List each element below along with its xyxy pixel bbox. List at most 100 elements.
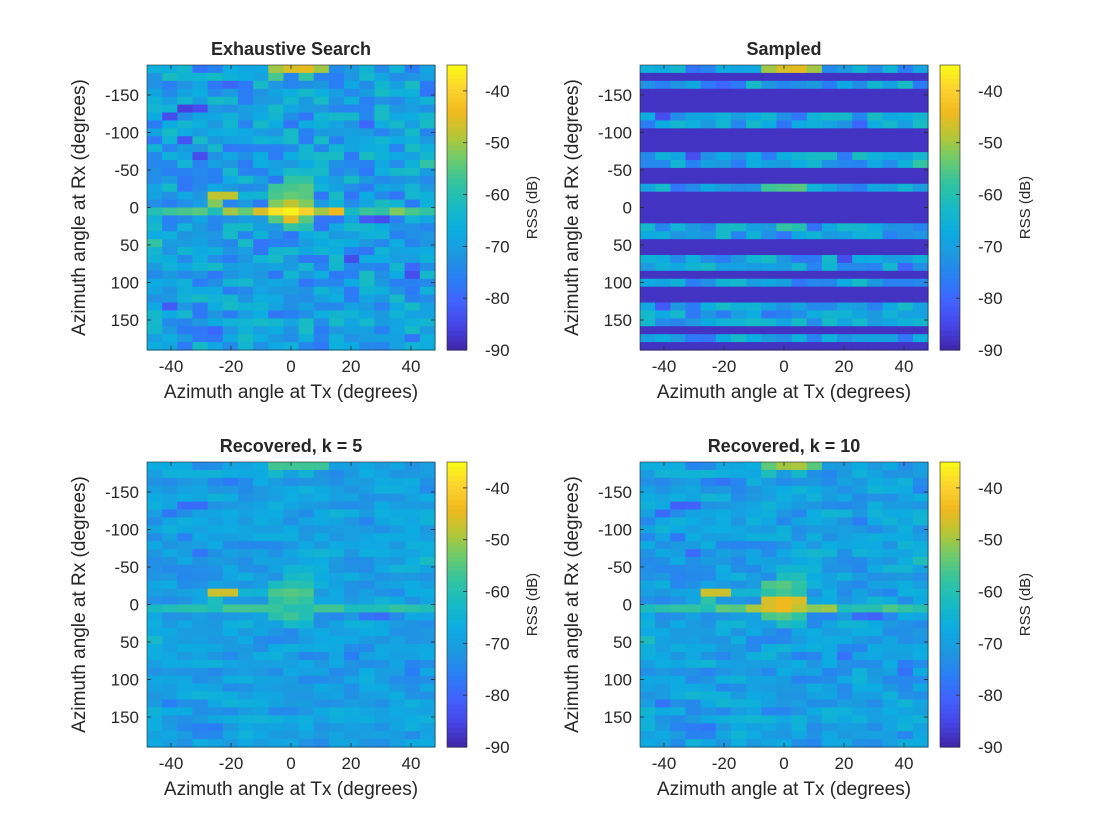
heatmap-cell [328, 675, 345, 685]
heatmap-cell [374, 644, 391, 653]
heatmap-cell [655, 612, 671, 621]
heatmap-cell [867, 683, 884, 693]
x-tick-label: 0 [779, 754, 788, 773]
heatmap-cell [268, 652, 285, 661]
heatmap-cell [359, 72, 375, 82]
heatmap-cell [791, 485, 808, 495]
heatmap-cell [746, 207, 762, 217]
heatmap-cell [207, 533, 224, 542]
heatmap-cell [389, 294, 406, 304]
heatmap-cell [730, 485, 747, 495]
heatmap-cell [374, 659, 391, 669]
heatmap-cell [192, 604, 209, 614]
colorbar-swatch [447, 169, 467, 175]
heatmap-cell [328, 469, 345, 479]
heatmap-cell [237, 262, 254, 272]
heatmap-cell [359, 318, 375, 327]
colorbar-swatch [447, 117, 467, 123]
heatmap-cell [207, 652, 224, 661]
heatmap-cell [867, 675, 884, 685]
heatmap-cell [313, 326, 330, 335]
heatmap-cell [419, 612, 436, 621]
heatmap-cell [313, 596, 330, 606]
heatmap-cell [253, 485, 269, 495]
heatmap-cell [897, 493, 914, 503]
heatmap-cell [177, 215, 194, 224]
heatmap-cell [344, 549, 360, 558]
heatmap-cell [253, 128, 269, 137]
heatmap-cell [852, 128, 868, 137]
heatmap-cell [897, 160, 914, 169]
heatmap-cell [882, 270, 899, 280]
heatmap-cell [344, 207, 360, 217]
heatmap-cell [761, 326, 778, 335]
heatmap-cell [268, 659, 285, 669]
heatmap-cell [237, 549, 254, 558]
heatmap-cell [761, 691, 778, 701]
heatmap-cell [207, 572, 224, 582]
heatmap-cell [404, 723, 421, 732]
heatmap-cell [268, 675, 285, 685]
heatmap-cell [253, 636, 269, 645]
heatmap-cell [806, 152, 823, 161]
heatmap-cell [404, 604, 421, 614]
heatmap-cell [640, 270, 656, 280]
heatmap-cell [344, 215, 360, 224]
heatmap-cell [761, 247, 778, 256]
heatmap-cell [328, 96, 345, 106]
heatmap-cell [313, 612, 330, 621]
heatmap-cell [207, 247, 224, 256]
heatmap-cell [852, 262, 868, 272]
heatmap-cell [761, 207, 778, 217]
heatmap-cell [268, 564, 285, 574]
colorbar-swatch [447, 217, 467, 223]
heatmap-cell [746, 699, 762, 709]
heatmap-cell [283, 207, 300, 217]
heatmap-cell [730, 636, 747, 645]
colorbar-swatch [940, 504, 960, 511]
heatmap-cell [207, 262, 224, 272]
heatmap-cell [344, 493, 360, 503]
heatmap-cell [268, 96, 285, 106]
heatmap-cell [670, 80, 687, 90]
heatmap-cell [404, 501, 421, 511]
heatmap-cell [882, 65, 899, 74]
heatmap-cell [328, 270, 345, 280]
x-axis-label: Azimuth angle at Tx (degrees) [657, 779, 911, 800]
heatmap-cell [328, 112, 345, 122]
heatmap-cell [821, 477, 838, 487]
heatmap-cell [374, 72, 391, 82]
heatmap-cell [192, 270, 209, 280]
heatmap-cell [389, 255, 406, 264]
heatmap-cell [237, 160, 254, 169]
heatmap-cell [419, 739, 436, 748]
heatmap-cell [328, 167, 345, 177]
heatmap-cell [806, 564, 823, 574]
heatmap-cell [298, 160, 315, 169]
heatmap-cell [715, 462, 732, 471]
heatmap-cell [177, 326, 194, 335]
heatmap-cell [715, 286, 732, 296]
heatmap-cell [897, 342, 914, 351]
heatmap-cell [700, 572, 717, 582]
colorbar-swatch [447, 509, 467, 515]
heatmap-cell [882, 167, 899, 177]
heatmap-cell [404, 167, 421, 177]
heatmap-cell [761, 310, 778, 319]
heatmap-cell [389, 469, 406, 479]
heatmap-cell [237, 541, 254, 550]
heatmap-cell [192, 525, 209, 534]
heatmap-cell [791, 533, 808, 542]
heatmap-cell [359, 596, 375, 606]
heatmap-cell [730, 715, 747, 724]
colorbar-swatch [447, 542, 467, 549]
heatmap-cell [344, 564, 360, 574]
heatmap-cell [746, 604, 762, 614]
colorbar-swatch [940, 297, 960, 304]
heatmap-cell [162, 477, 178, 487]
heatmap-cell [670, 604, 687, 614]
heatmap-cell [912, 509, 929, 519]
heatmap-cell [313, 715, 330, 724]
heatmap-cell [776, 167, 793, 177]
heatmap-cell [344, 588, 360, 598]
